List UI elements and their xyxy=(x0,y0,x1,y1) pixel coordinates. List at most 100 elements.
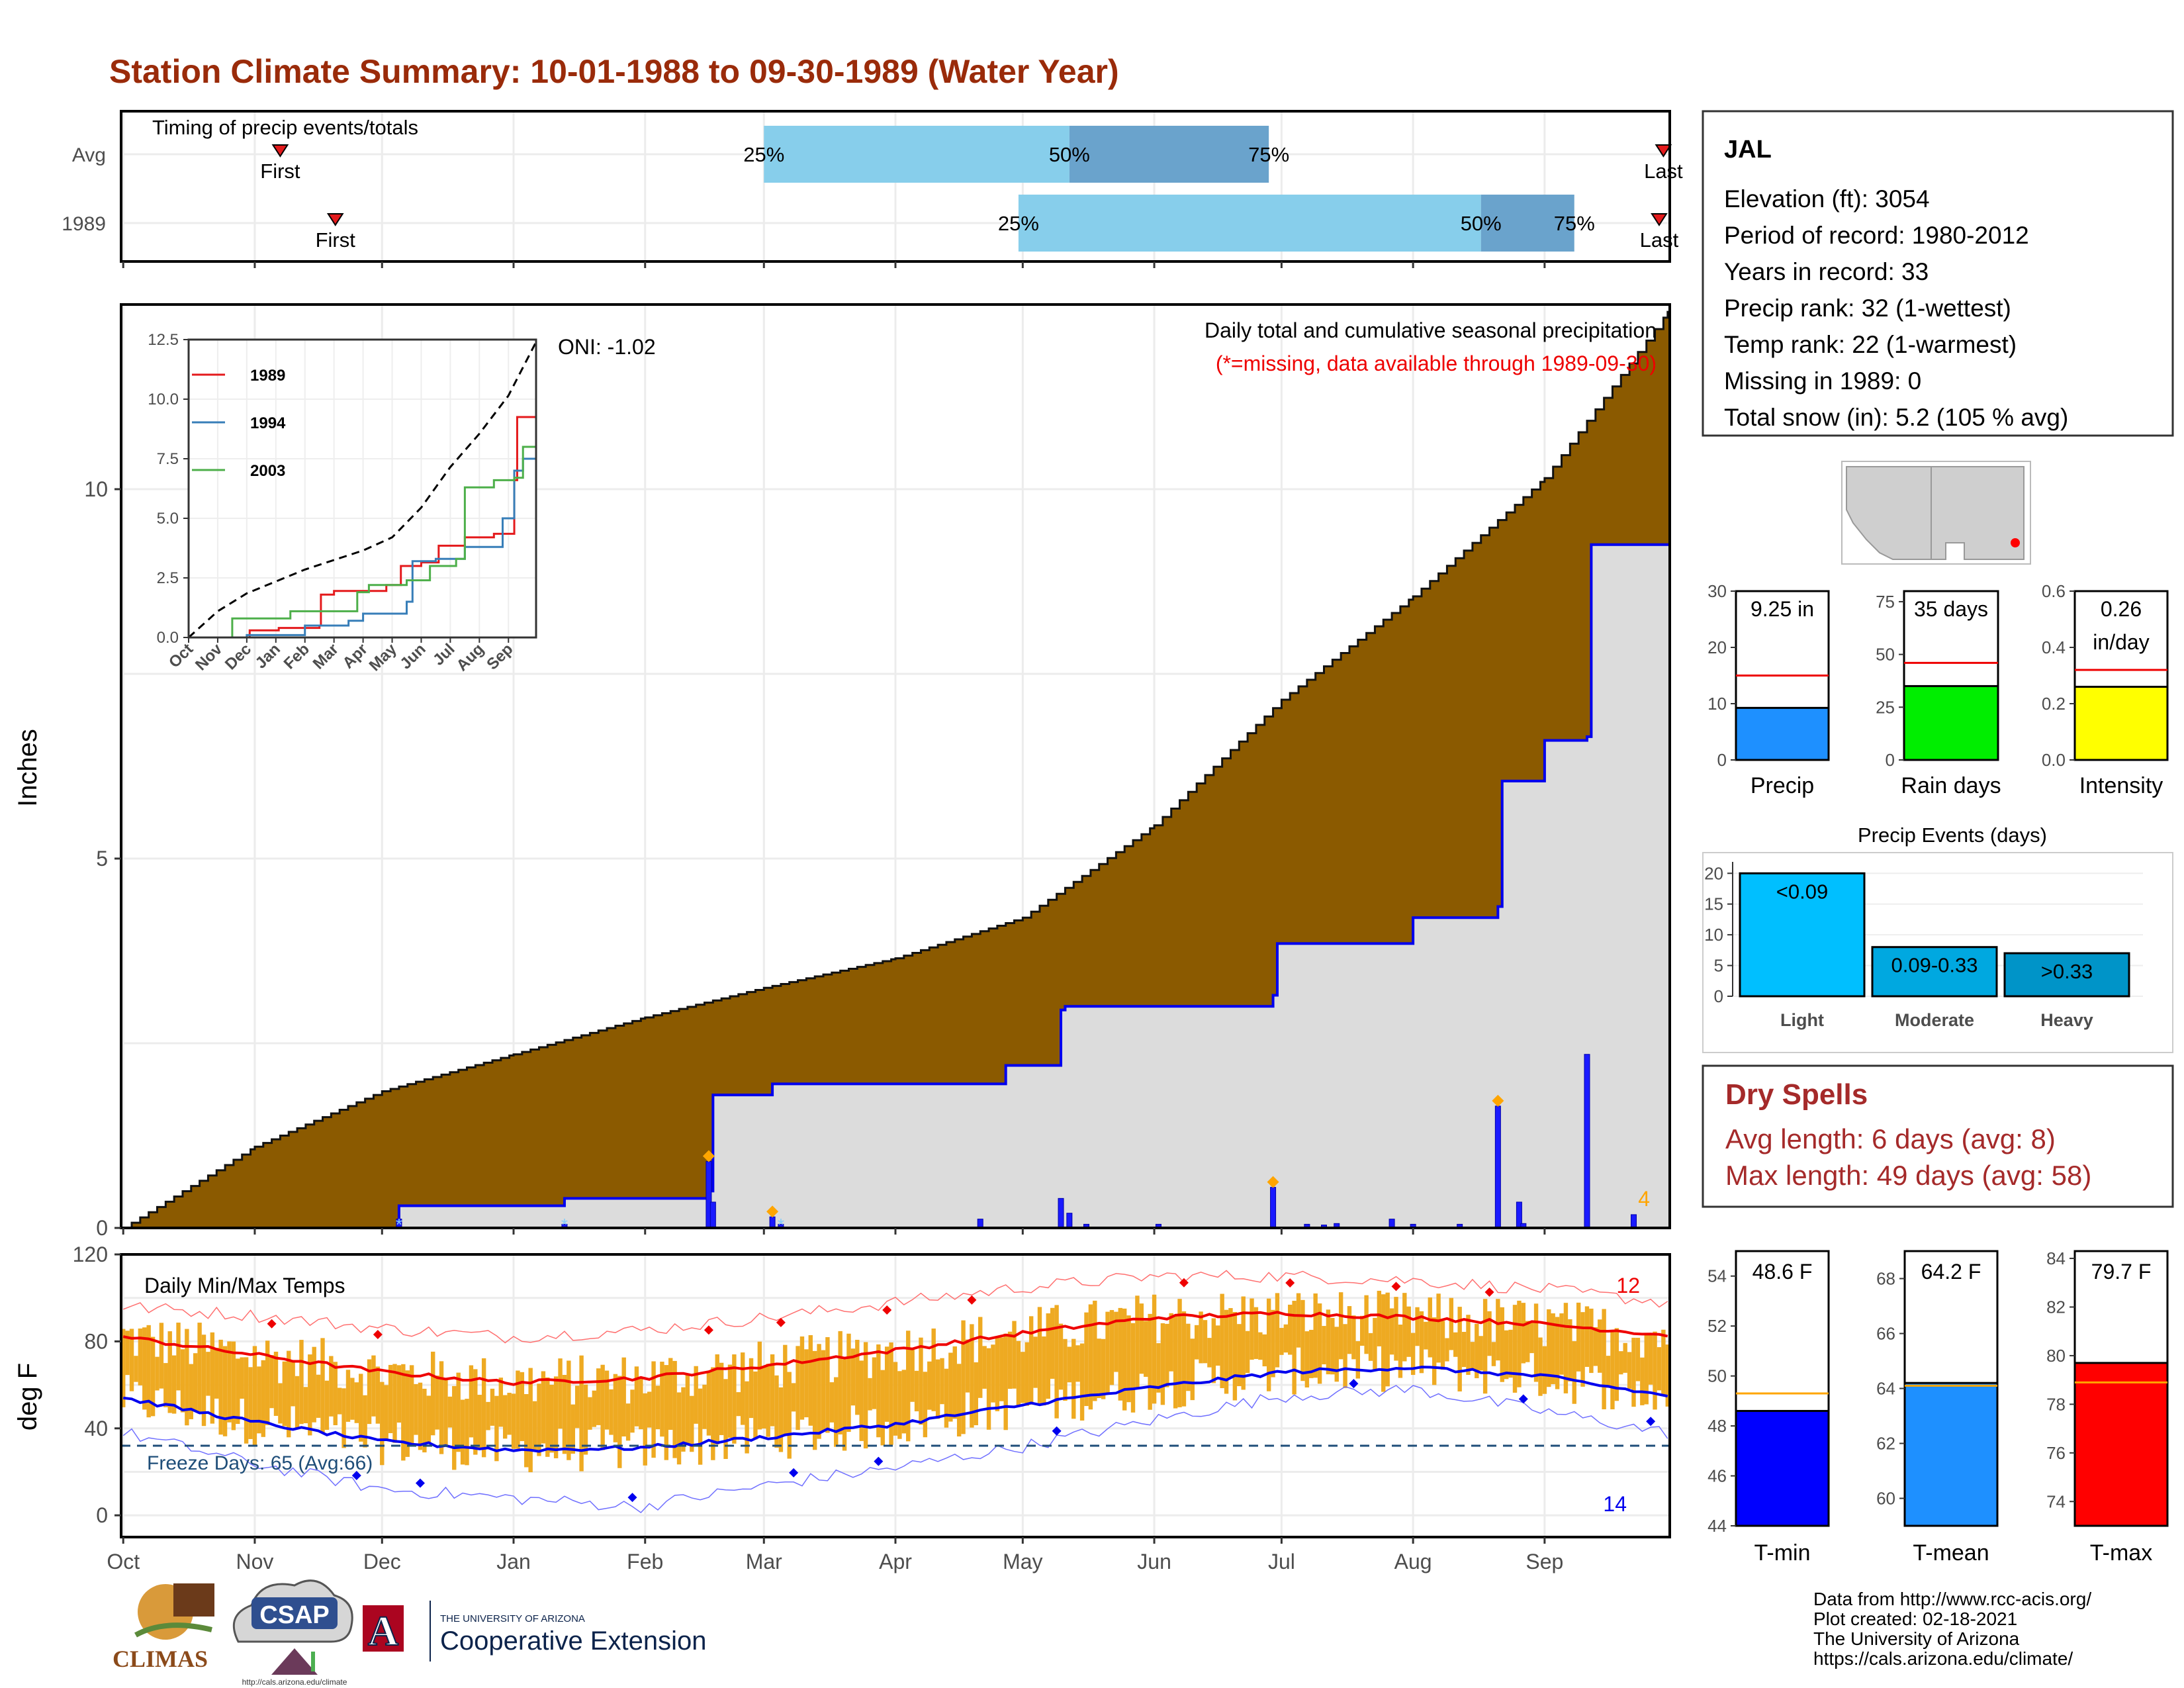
record-high-marker xyxy=(967,1295,977,1305)
temp-day-bar xyxy=(723,1379,728,1460)
freeze-days-label: Freeze Days: 65 (Avg:66) xyxy=(147,1452,373,1474)
temp-day-bar xyxy=(660,1362,664,1437)
temp-day-bar xyxy=(1479,1336,1483,1371)
map-state-new-mexico xyxy=(1931,466,2025,560)
temp-day-bar xyxy=(1220,1293,1224,1389)
tmean-bar xyxy=(1903,1382,1999,1527)
precip-y-tick-label: 20 xyxy=(1707,637,1727,657)
daily-precip-bar xyxy=(1270,1187,1277,1229)
temp-day-bar xyxy=(1665,1344,1670,1407)
temp-day-bar xyxy=(1067,1346,1072,1383)
timing-bar-25-50 xyxy=(764,126,1069,183)
temp-day-bar xyxy=(1631,1337,1636,1407)
temp-day-bar xyxy=(1232,1312,1238,1401)
temp-day-bar xyxy=(240,1357,244,1399)
tmin-y-tick-label: 44 xyxy=(1707,1516,1727,1536)
temp-day-bar xyxy=(1130,1323,1136,1413)
temp-day-bar xyxy=(694,1366,698,1424)
temp-day-bar xyxy=(588,1397,592,1430)
tmax-y-tick-label: 80 xyxy=(2046,1346,2066,1366)
temp-day-bar xyxy=(1406,1306,1411,1357)
temp-day-bar xyxy=(838,1331,842,1434)
temp-day-bar xyxy=(863,1342,868,1449)
temp-day-bar xyxy=(520,1372,525,1442)
temp-day-bar xyxy=(337,1387,342,1415)
tmean-y-tick-label: 66 xyxy=(1876,1324,1895,1344)
inset-y-tick-label: 2.5 xyxy=(157,569,179,587)
temp-day-bar xyxy=(617,1376,622,1468)
temp-day-bar xyxy=(1538,1337,1543,1396)
temp-day-bar xyxy=(193,1353,198,1411)
record-high-marker xyxy=(882,1305,892,1315)
temp-day-bar xyxy=(1156,1343,1161,1393)
record-high-marker xyxy=(1285,1278,1295,1288)
temp-day-bar xyxy=(880,1370,885,1446)
temp-day-bar xyxy=(1253,1307,1259,1359)
temp-day-bar xyxy=(961,1320,966,1434)
inset-line-1994 xyxy=(189,435,537,639)
ua-block-a-letter: A xyxy=(368,1607,398,1654)
temp-day-bar xyxy=(850,1348,856,1406)
event-markers: * * * xyxy=(396,1094,1504,1235)
tmin-y-tick-label: 52 xyxy=(1707,1316,1727,1336)
temp-day-bar xyxy=(1313,1293,1318,1378)
temp-day-bar xyxy=(672,1360,677,1458)
timing-last-label: Last xyxy=(1640,228,1679,252)
climas-swoosh-shape xyxy=(134,1622,212,1638)
temp-day-bar xyxy=(762,1367,766,1429)
temp-day-bar xyxy=(1211,1318,1216,1383)
temp-day-bar xyxy=(1563,1303,1569,1393)
daily-precip-bar xyxy=(709,1201,716,1229)
temp-day-bar xyxy=(409,1365,414,1446)
temp-day-bar xyxy=(1470,1342,1475,1370)
temp-day-bar xyxy=(1165,1323,1169,1387)
temp-day-bar xyxy=(1533,1303,1539,1382)
temp-day-bar xyxy=(1288,1304,1293,1355)
temp-day-bar xyxy=(1338,1292,1343,1360)
temp-day-bar xyxy=(460,1399,465,1465)
precip-y-tick-label: 5 xyxy=(96,847,108,870)
temp-day-bar xyxy=(1449,1297,1454,1350)
temp-day-bar xyxy=(897,1371,902,1439)
rain-days-y-tick-label: 75 xyxy=(1876,592,1895,612)
temp-day-bar xyxy=(1504,1330,1509,1380)
temp-day-bar xyxy=(1024,1342,1029,1406)
temp-day-bar xyxy=(872,1357,877,1409)
timing-label-75: 75% xyxy=(1248,143,1289,166)
temp-day-bar xyxy=(630,1389,635,1433)
tmax-y-tick-label: 74 xyxy=(2046,1491,2066,1511)
temp-day-bar xyxy=(1373,1317,1377,1370)
temp-day-bar xyxy=(965,1339,970,1393)
temp-day-bar xyxy=(1432,1317,1437,1385)
temp-day-bar xyxy=(1402,1293,1407,1362)
temp-day-bar xyxy=(1500,1307,1504,1382)
events-category-label: Heavy xyxy=(2040,1010,2093,1030)
temp-day-bar xyxy=(604,1370,610,1430)
temp-day-bar xyxy=(418,1382,423,1450)
inset-y-tick-label: 12.5 xyxy=(148,331,179,349)
csap-badge xyxy=(251,1597,338,1629)
temp-day-bar xyxy=(269,1355,274,1409)
temp-day-bar xyxy=(749,1358,754,1419)
temp-day-bar xyxy=(1058,1323,1064,1390)
temp-day-bar xyxy=(948,1352,953,1422)
legend-label-1994: 1994 xyxy=(250,414,286,432)
precip-panel-title: Daily total and cumulative seasonal prec… xyxy=(1205,318,1657,342)
timing-first-label: First xyxy=(260,160,300,183)
temp-day-bar xyxy=(1237,1324,1242,1387)
temp-day-bar xyxy=(1424,1321,1428,1350)
page-title: Station Climate Summary: 10-01-1988 to 0… xyxy=(109,53,1119,90)
temp-day-bar xyxy=(906,1331,911,1442)
temp-day-bar xyxy=(265,1340,270,1425)
intensity-value-label: in/day xyxy=(2093,630,2149,654)
inset-y-tick-label: 10.0 xyxy=(148,391,179,408)
temp-day-bar xyxy=(380,1382,385,1466)
temp-day-bar xyxy=(884,1346,889,1422)
temp-panel: Daily Min/Max Temps 12 14 Freeze Days: 6… xyxy=(13,1228,1671,1573)
record-low-marker xyxy=(1646,1417,1656,1427)
oni-label: ONI: -1.02 xyxy=(558,335,656,359)
precip-y-ticks: 0 5 10 xyxy=(84,477,121,1240)
timing-x-ticks xyxy=(122,261,1546,268)
temp-day-bar xyxy=(1160,1323,1165,1405)
temp-day-bar xyxy=(1542,1346,1547,1394)
